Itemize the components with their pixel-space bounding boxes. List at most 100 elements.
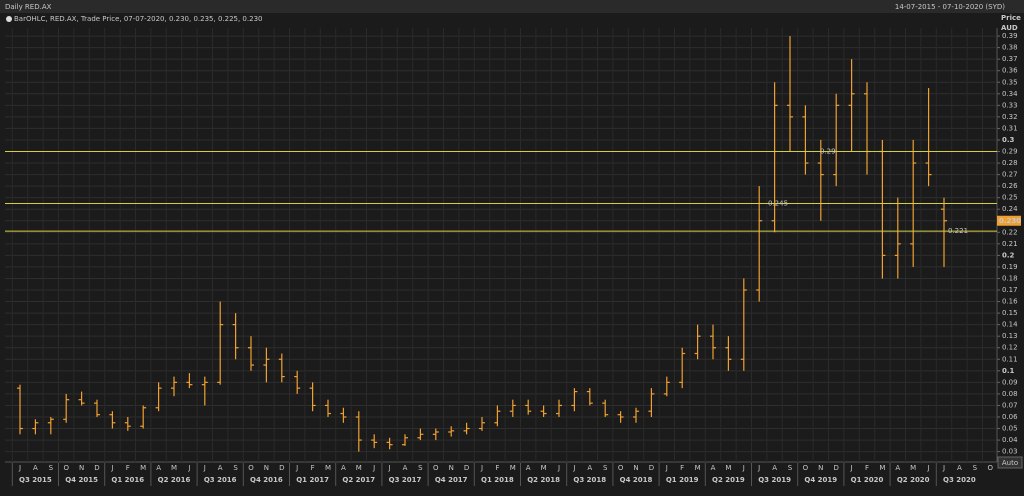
x-tick-label: N: [79, 464, 84, 472]
x-tick-label: A: [772, 464, 777, 472]
x-tick-label: J: [295, 464, 298, 472]
quarter-label: Q2 2019: [712, 476, 745, 484]
y-tick-label: 0.32: [1002, 113, 1018, 121]
date-range: 14-07-2015 - 07-10-2020 (SYD): [895, 3, 1005, 11]
quarter-label: Q1 2018: [481, 476, 514, 484]
x-tick-label: D: [649, 464, 654, 472]
x-tick-label: M: [356, 464, 362, 472]
x-tick-label: O: [618, 464, 624, 472]
x-tick-label: J: [927, 464, 930, 472]
quarter-label: Q3 2018: [573, 476, 606, 484]
y-tick-label: 0.15: [1002, 309, 1018, 317]
x-tick-label: F: [495, 464, 499, 472]
x-tick-label: O: [803, 464, 809, 472]
legend: BarOHLC, RED.AX, Trade Price, 07-07-2020…: [14, 15, 262, 23]
quarter-label: Q3 2020: [943, 476, 976, 484]
y-tick-label: 0.37: [1002, 55, 1018, 63]
x-tick-label: O: [63, 464, 69, 472]
x-tick-label: N: [449, 464, 454, 472]
x-tick-label: M: [695, 464, 701, 472]
quarter-label: Q4 2015: [65, 476, 98, 484]
x-tick-label: D: [94, 464, 99, 472]
quarter-label: Q1 2019: [666, 476, 699, 484]
auto-button[interactable]: [997, 456, 1023, 469]
y-tick-label: 0.19: [1002, 263, 1018, 271]
y-tick-label: 0.25: [1002, 194, 1018, 202]
quarter-label: Q2 2017: [342, 476, 375, 484]
x-tick-label: N: [633, 464, 638, 472]
quarter-label: Q3 2016: [204, 476, 237, 484]
quarter-label: Q4 2016: [250, 476, 283, 484]
x-tick-label: O: [987, 464, 993, 472]
x-tick-label: O: [433, 464, 439, 472]
x-tick-label: M: [725, 464, 731, 472]
y-tick-label: 0.16: [1002, 298, 1018, 306]
x-tick-label: A: [33, 464, 38, 472]
x-tick-label: A: [156, 464, 161, 472]
quarter-label: Q2 2018: [527, 476, 560, 484]
y-tick-label: 0.05: [1002, 425, 1018, 433]
y-tick-label: 0.26: [1002, 182, 1018, 190]
y-tick-label: 0.04: [1002, 436, 1018, 444]
quarter-label: Q2 2016: [158, 476, 191, 484]
y-tick-label: 0.09: [1002, 378, 1018, 386]
y-tick-label: 0.11: [1002, 355, 1018, 363]
y-tick-label: 0.12: [1002, 344, 1018, 352]
title-bar: [0, 0, 1024, 13]
x-tick-label: M: [541, 464, 547, 472]
y-tick-label: 0.29: [1002, 148, 1018, 156]
x-tick-label: S: [418, 464, 423, 472]
x-tick-label: A: [341, 464, 346, 472]
quarter-label: Q3 2017: [389, 476, 422, 484]
quarter-label: Q4 2018: [620, 476, 653, 484]
x-tick-label: M: [510, 464, 516, 472]
x-tick-label: D: [279, 464, 284, 472]
x-tick-label: A: [587, 464, 592, 472]
x-tick-label: J: [203, 464, 206, 472]
x-tick-label: J: [742, 464, 745, 472]
y-tick-label: 0.13: [1002, 332, 1018, 340]
auto-label[interactable]: Auto: [1002, 459, 1018, 467]
y-tick-label: 0.03: [1002, 448, 1018, 456]
x-tick-label: O: [248, 464, 254, 472]
y-axis-unit: AUD: [1001, 24, 1018, 32]
x-tick-label: N: [264, 464, 269, 472]
y-tick-label: 0.34: [1002, 90, 1018, 98]
x-tick-label: F: [680, 464, 684, 472]
x-tick-label: J: [557, 464, 560, 472]
x-tick-label: N: [818, 464, 823, 472]
last-price-box: [997, 215, 1021, 226]
y-tick-label: 0.31: [1002, 124, 1018, 132]
quarter-label: Q1 2017: [296, 476, 329, 484]
x-tick-label: A: [218, 464, 223, 472]
quarter-label: Q4 2017: [435, 476, 468, 484]
y-tick-label: 0.1: [1002, 367, 1015, 375]
y-tick-label: 0.2: [1002, 251, 1015, 259]
quarter-label: Q4 2019: [804, 476, 837, 484]
x-tick-label: M: [910, 464, 916, 472]
quarter-label: Q1 2016: [111, 476, 144, 484]
x-tick-label: S: [788, 464, 793, 472]
x-tick-label: S: [49, 464, 54, 472]
y-axis-title: Price: [1001, 14, 1021, 22]
x-tick-label: J: [18, 464, 21, 472]
y-tick-label: 0.08: [1002, 390, 1018, 398]
last-price-label: 0.230: [999, 217, 1021, 225]
y-tick-label: 0.07: [1002, 401, 1018, 409]
x-tick-label: M: [325, 464, 331, 472]
y-tick-label: 0.06: [1002, 413, 1018, 421]
y-tick-label: 0.17: [1002, 286, 1018, 294]
x-tick-label: J: [480, 464, 483, 472]
y-tick-label: 0.36: [1002, 67, 1018, 75]
chart-title: Daily RED.AX: [5, 3, 52, 11]
x-tick-label: J: [757, 464, 760, 472]
y-tick-label: 0.24: [1002, 205, 1018, 213]
legend-icon[interactable]: [6, 16, 12, 22]
x-tick-label: J: [665, 464, 668, 472]
x-tick-label: M: [171, 464, 177, 472]
horizontal-line-label: 0.221: [948, 227, 968, 235]
horizontal-line-label: 0.245: [768, 199, 788, 207]
quarter-label: Q3 2019: [758, 476, 791, 484]
